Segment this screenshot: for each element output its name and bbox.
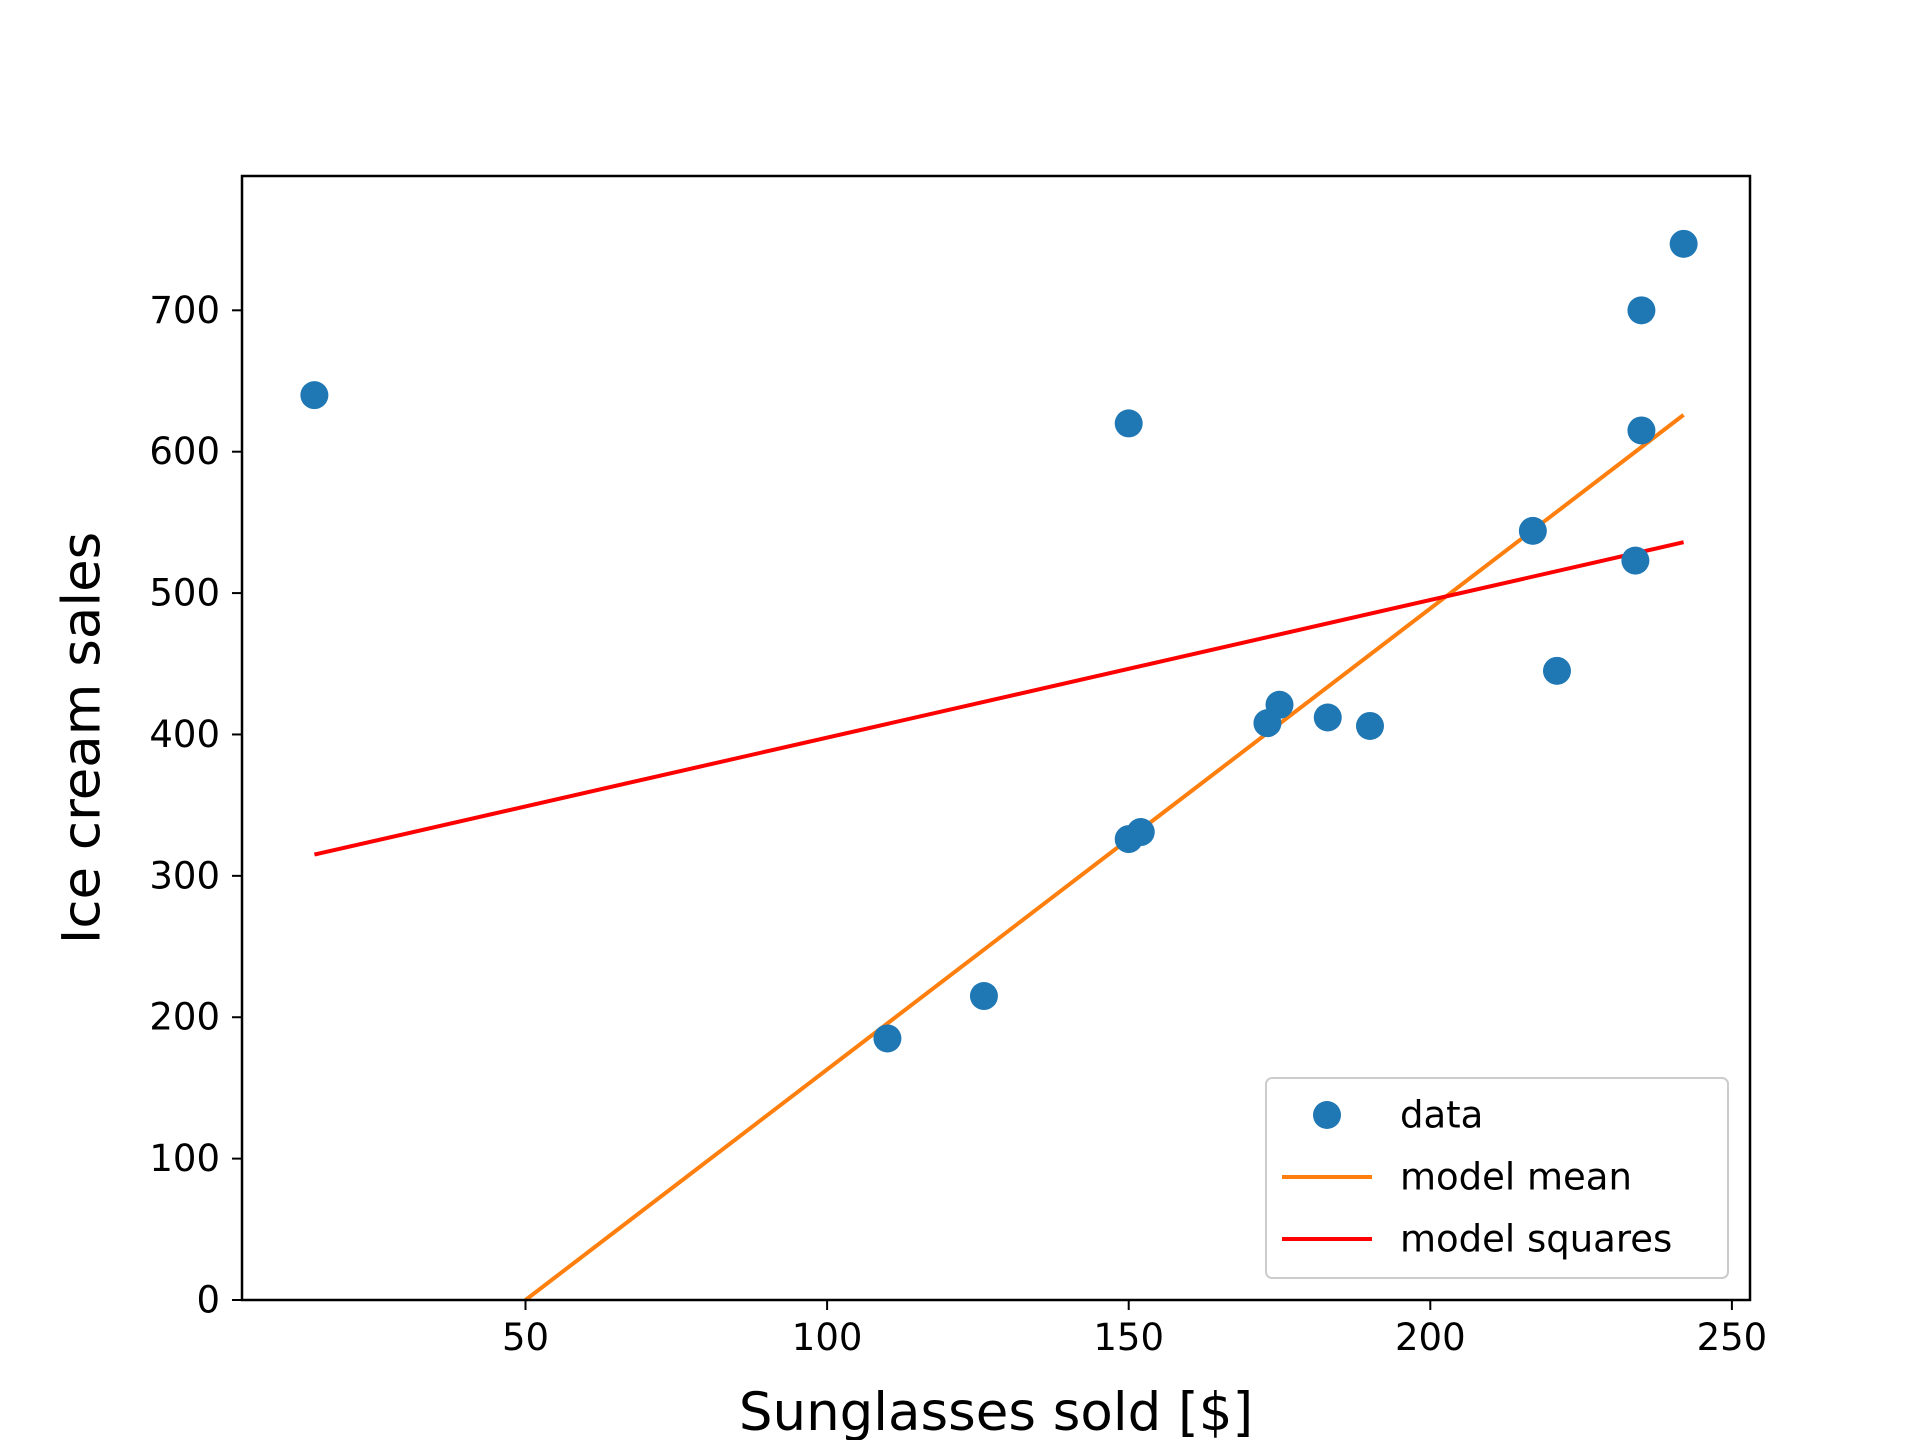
x-tick-label: 50 <box>502 1316 549 1359</box>
data-point <box>300 381 329 410</box>
legend: data model mean model squares <box>1265 1077 1729 1279</box>
x-tick-label: 150 <box>1093 1316 1164 1359</box>
series-layer <box>300 229 1698 1302</box>
y-tick-label: 0 <box>196 1279 220 1322</box>
x-tick-label: 200 <box>1395 1316 1466 1359</box>
data-point <box>873 1024 902 1053</box>
series-line-model-squares <box>313 540 1685 857</box>
x-tick-label: 250 <box>1697 1316 1768 1359</box>
legend-marker-data <box>1313 1101 1341 1129</box>
legend-label: data <box>1400 1094 1483 1137</box>
plot-area-frame <box>240 174 1752 1302</box>
data-point <box>1669 229 1698 258</box>
data-point <box>1114 409 1143 438</box>
data-point <box>1355 711 1384 740</box>
y-tick-label: 400 <box>149 713 220 756</box>
series-line-model-mean <box>524 413 1685 1302</box>
y-tick-label: 100 <box>149 1137 220 1180</box>
data-point <box>1313 703 1342 732</box>
y-tick-label: 700 <box>149 289 220 332</box>
data-point <box>969 982 998 1011</box>
data-point <box>1621 546 1650 575</box>
data-point <box>1542 656 1571 685</box>
x-tick-label: 100 <box>792 1316 863 1359</box>
y-tick-label: 300 <box>149 854 220 897</box>
data-point <box>1126 818 1155 847</box>
legend-box <box>1265 1077 1729 1279</box>
y-tick-label: 600 <box>149 430 220 473</box>
x-axis-label: Sunglasses sold [$] <box>739 1382 1253 1440</box>
data-point <box>1265 690 1294 719</box>
ticks-layer: 50 100 150 200 250 0 100 200 300 400 500 600 700 <box>149 289 1767 1359</box>
y-tick-label: 500 <box>149 572 220 615</box>
data-point <box>1627 296 1656 325</box>
data-point <box>1627 416 1656 445</box>
legend-label: model squares <box>1400 1218 1672 1261</box>
y-tick-label: 200 <box>149 996 220 1039</box>
legend-label: model mean <box>1400 1156 1632 1199</box>
data-point <box>1518 516 1547 545</box>
y-axis-label: Ice cream sales <box>52 532 113 945</box>
